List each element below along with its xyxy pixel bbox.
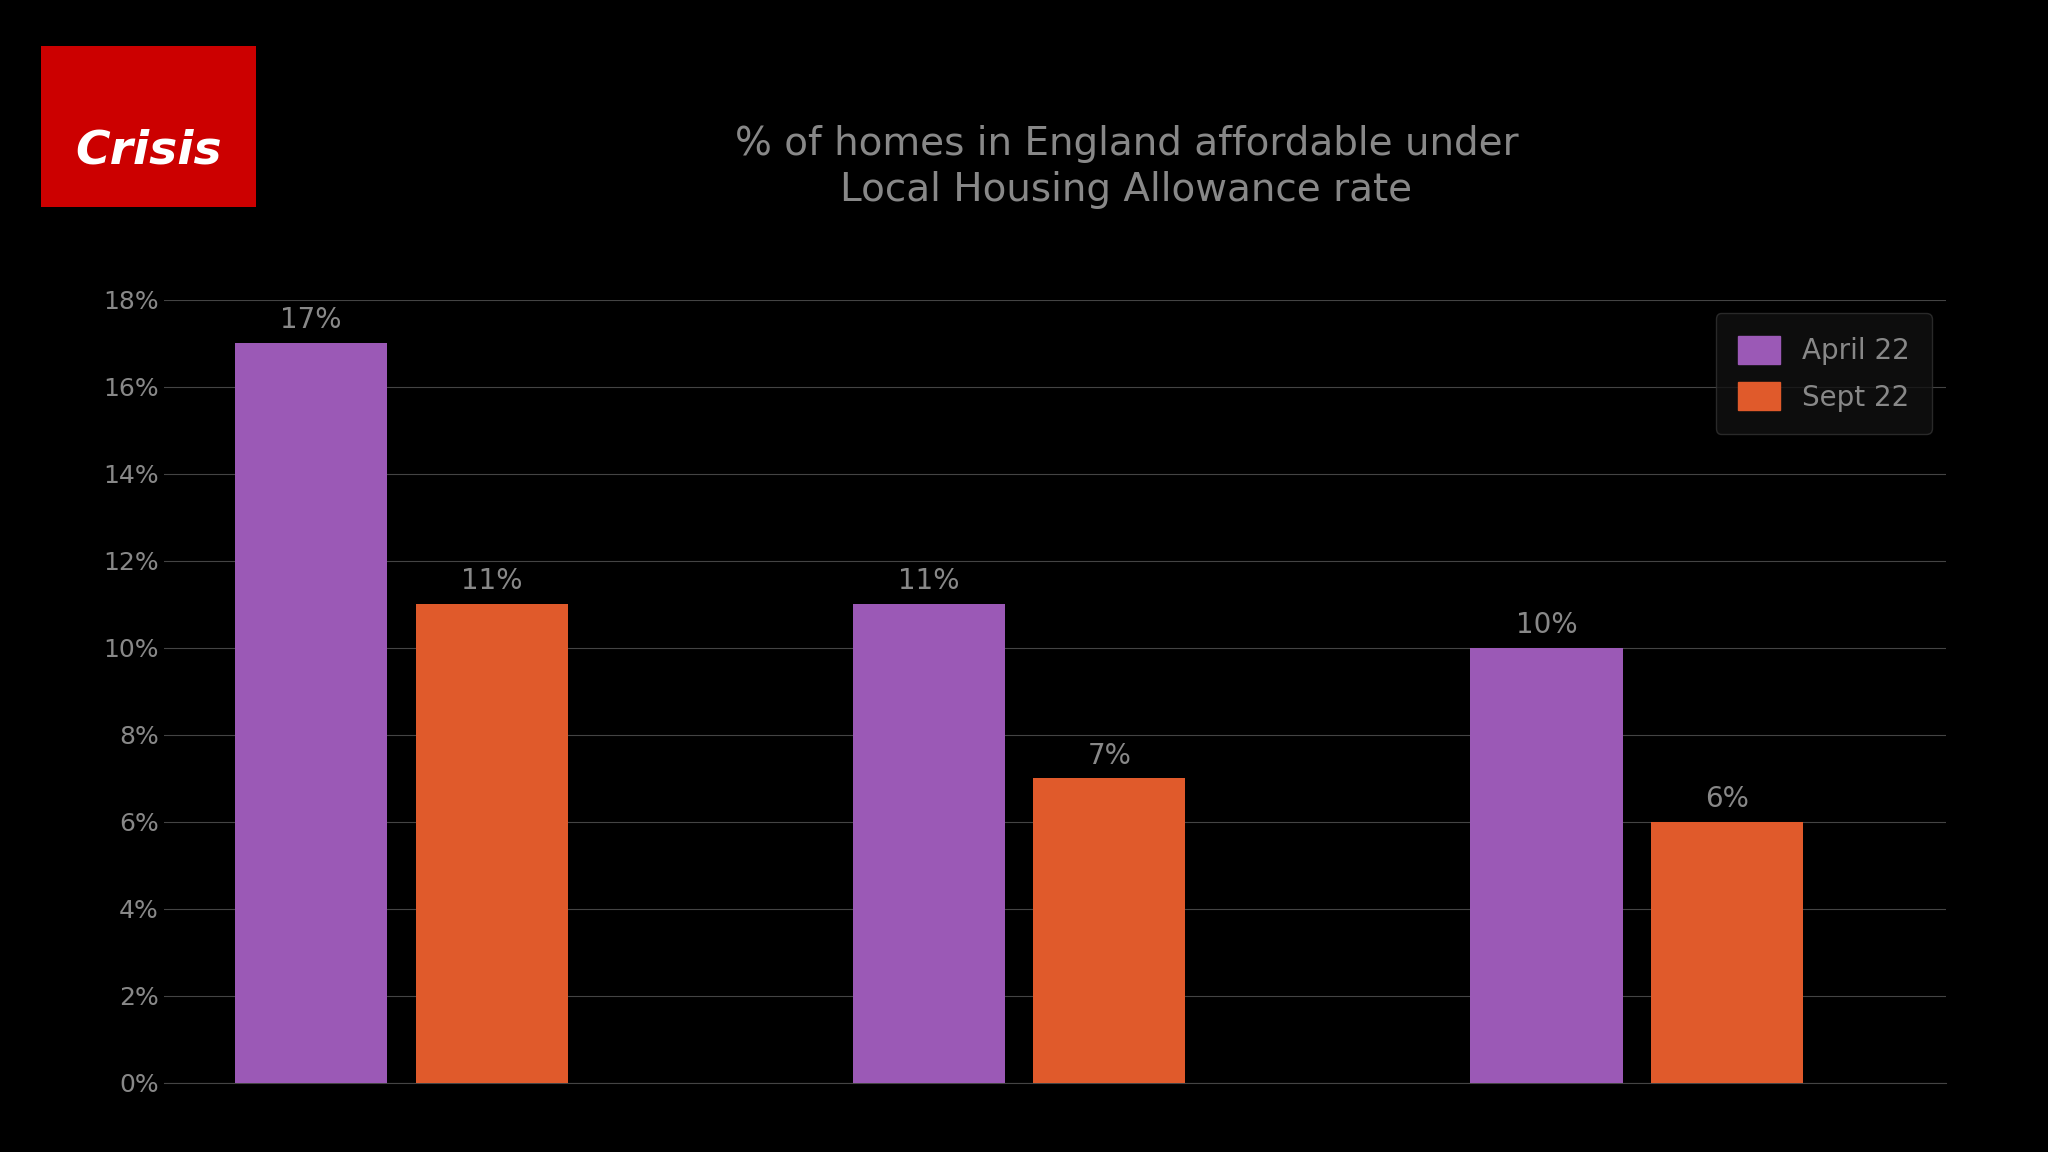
Bar [1034, 779, 1186, 1083]
Bar [1470, 647, 1622, 1083]
Text: 11%: 11% [461, 568, 522, 596]
Legend: April 22, Sept 22: April 22, Sept 22 [1716, 313, 1931, 434]
Bar [236, 343, 387, 1083]
Bar [416, 604, 567, 1083]
Text: Local Housing Allowance rate: Local Housing Allowance rate [840, 172, 1413, 209]
Bar [852, 604, 1006, 1083]
Text: Crisis: Crisis [76, 128, 221, 174]
Text: % of homes in England affordable under: % of homes in England affordable under [735, 126, 1518, 162]
Text: 6%: 6% [1706, 785, 1749, 813]
Text: 17%: 17% [281, 306, 342, 334]
Text: 10%: 10% [1516, 611, 1577, 639]
Bar [1651, 821, 1802, 1083]
Text: 11%: 11% [899, 568, 961, 596]
Text: 7%: 7% [1087, 742, 1130, 770]
